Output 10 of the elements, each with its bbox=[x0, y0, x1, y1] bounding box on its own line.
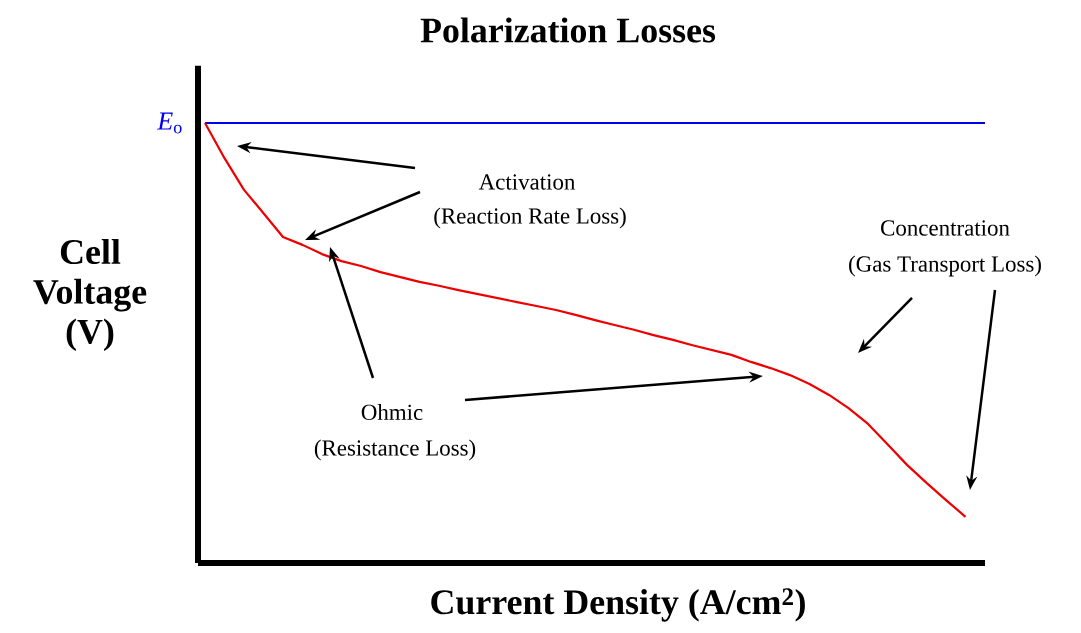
y-axis-title: Cell Voltage (V) bbox=[33, 238, 147, 352]
annotation: (Reaction Rate Loss) bbox=[434, 207, 626, 229]
annotation: Ohmic bbox=[361, 403, 423, 421]
annotation: Activation bbox=[478, 174, 576, 190]
annotation: (Gas Transport Loss) bbox=[849, 255, 1041, 277]
x-axis-title: Current Density (A/cm$^{2}$) bbox=[431, 588, 805, 622]
chart-title: Polarization Losses bbox=[420, 17, 716, 43]
annotation: Concentration bbox=[881, 220, 1010, 236]
annotation: (Resistance Loss) bbox=[314, 439, 476, 461]
series-label: E$_{o}$ bbox=[157, 112, 182, 134]
